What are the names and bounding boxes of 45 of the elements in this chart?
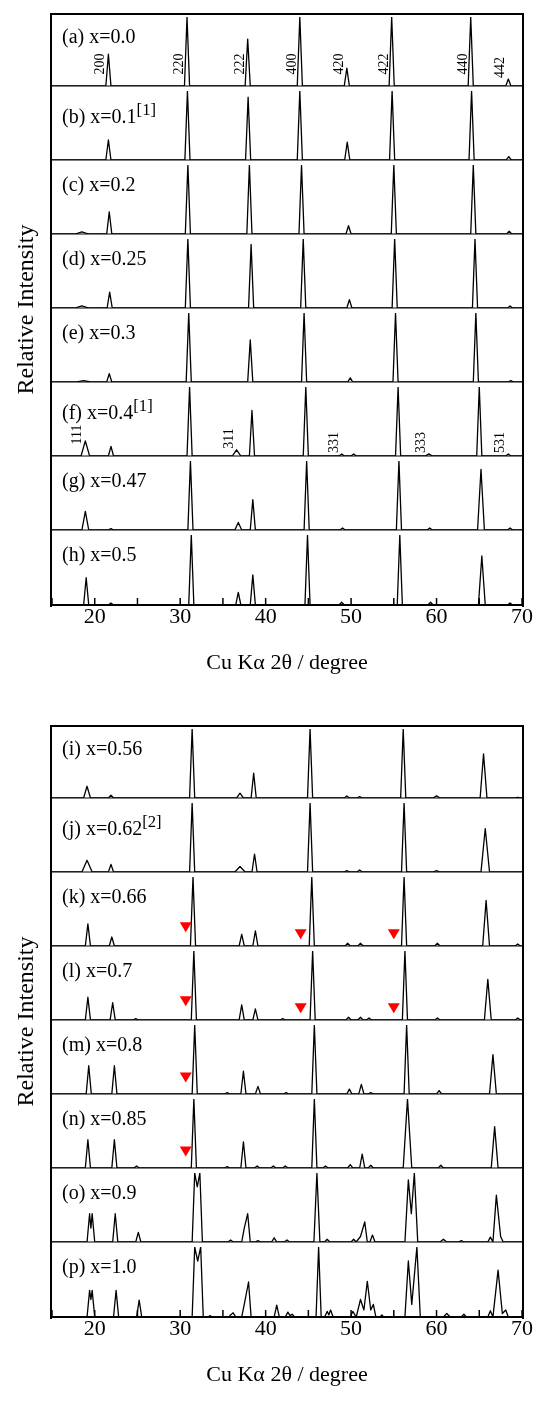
x-tick-label: 40 [254,1315,277,1340]
x-tick-label: 30 [169,603,192,628]
x-tick-label: 20 [83,603,106,628]
x-axis-title: Cu Kα 2θ / degree [206,649,368,674]
annotation: 220 [171,53,187,75]
y-axis-title: Relative Intensity [12,936,40,1106]
x-tick-label: 30 [169,1315,192,1340]
chart-title: (l) x=0.7 [62,959,133,981]
x-tick-label: 20 [83,1315,106,1340]
annotation: 200 [92,53,108,75]
annotation: 440 [454,53,470,75]
text: (b) x=0.1$^{[1]}$ [62,99,157,127]
annotation: 222 [231,53,247,75]
chart-title: (i) x=0.56 [62,737,143,759]
x-axis-title: Cu Kα 2θ / degree [206,1361,368,1386]
chart-title: (o) x=0.9 [62,1181,137,1203]
chart-title: (c) x=0.2 [62,173,136,195]
chart-title: (m) x=0.8 [62,1033,143,1055]
annotation: 111 [69,424,85,445]
text: (f) x=0.4$^{[1]}$ [62,395,153,423]
y-axis-title: Relative Intensity [12,224,40,394]
chart-title: (a) x=0.0 [62,25,136,47]
annotation: 422 [375,53,391,75]
chart-title: (e) x=0.3 [62,321,136,343]
chart-title: (h) x=0.5 [62,543,137,565]
x-tick-label: 60 [425,603,448,628]
annotation: 333 [412,431,428,453]
x-tick-label: 70 [511,1315,533,1340]
x-tick-label: 40 [254,603,277,628]
annotation: 442 [492,57,508,78]
x-tick-label: 50 [340,1315,363,1340]
x-tick-label: 70 [511,603,533,628]
chart-title: (k) x=0.66 [62,885,147,907]
x-tick-label: 50 [340,603,363,628]
annotation: 311 [220,428,236,449]
chart-title: (d) x=0.25 [62,247,147,269]
chart-title: (n) x=0.85 [62,1107,147,1129]
annotation: 420 [330,53,346,75]
x-tick-label: 60 [425,1315,448,1340]
text: (j) x=0.62$^{[2]}$ [62,811,162,839]
chart-title: (p) x=1.0 [62,1255,137,1277]
chart-title: (g) x=0.47 [62,469,147,491]
annotation: 531 [492,431,508,453]
annotation: 400 [283,53,299,75]
annotation: 331 [325,431,341,453]
